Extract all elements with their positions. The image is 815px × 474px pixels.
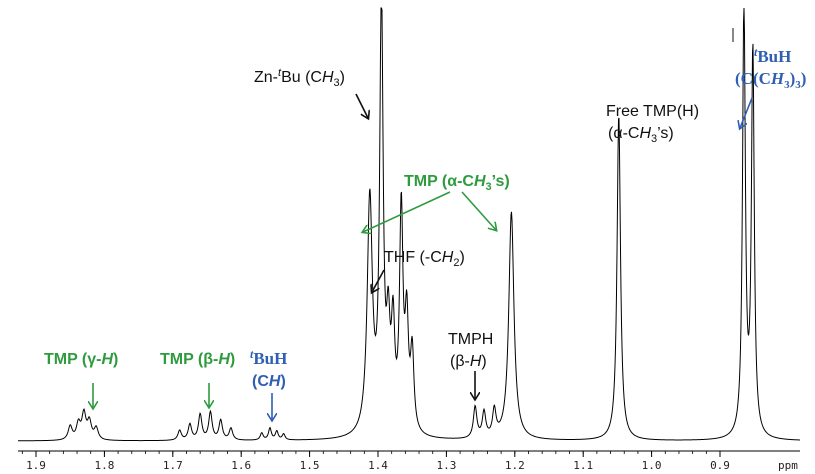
x-axis-tick-labels: 1.9 1.8 1.7 1.6 1.5 1.4 1.3 1.2 1.1 1.0 0.9 [26, 459, 730, 472]
x-axis-tick-label: 1.6 [231, 459, 251, 472]
x-axis-tick-label: 1.4 [368, 459, 388, 472]
x-axis-tick-label: 1.7 [163, 459, 183, 472]
label-tmph-bottom: (β-H) [450, 353, 487, 370]
x-axis-tick-label: 1.3 [436, 459, 456, 472]
label-tmp-alpha: TMP (α-CH3’s) [404, 173, 510, 193]
x-axis-tick-label: 1.1 [573, 459, 593, 472]
x-axis-tick-label: 1.8 [94, 459, 114, 472]
arrow-tbuh-c [740, 97, 753, 128]
label-tbuh-c-bottom: (C(CH3)3) [735, 69, 806, 91]
label-tmph-top: TMPH [448, 331, 493, 348]
label-tmp-gamma: TMP (γ-H) [44, 351, 118, 368]
x-axis-tick-label: 1.9 [26, 459, 46, 472]
label-thf: THF (-CH2) [384, 249, 465, 269]
x-axis-tick-label: 1.5 [300, 459, 320, 472]
label-tbuh-ch-bottom: (CH) [252, 373, 286, 390]
label-free-tmp-bottom: (α-CH3’s) [608, 125, 674, 145]
arrow-thf [372, 269, 385, 292]
x-axis-ticks [21, 451, 721, 457]
arrow-tmp-alpha-left [363, 191, 451, 232]
x-axis-tick-label: 1.0 [642, 459, 662, 472]
x-axis-tick-label: 1.2 [505, 459, 525, 472]
arrow-zn-tbu [355, 93, 368, 118]
x-axis-tick-label: 0.9 [710, 459, 730, 472]
label-tbuh-ch-top: tBuH [250, 347, 287, 368]
label-tmp-beta: TMP (β-H) [160, 351, 235, 368]
label-zn-tbu: Zn-tBu (CH3) [254, 67, 345, 89]
label-tbuh-c-top: tBuH [754, 45, 791, 66]
arrow-tmp-alpha-right [461, 191, 496, 230]
spectrum-line [18, 7, 801, 442]
label-free-tmp-top: Free TMP(H) [606, 103, 699, 120]
x-axis-unit-label: ppm [778, 459, 798, 472]
annotation-arrows [93, 28, 753, 420]
